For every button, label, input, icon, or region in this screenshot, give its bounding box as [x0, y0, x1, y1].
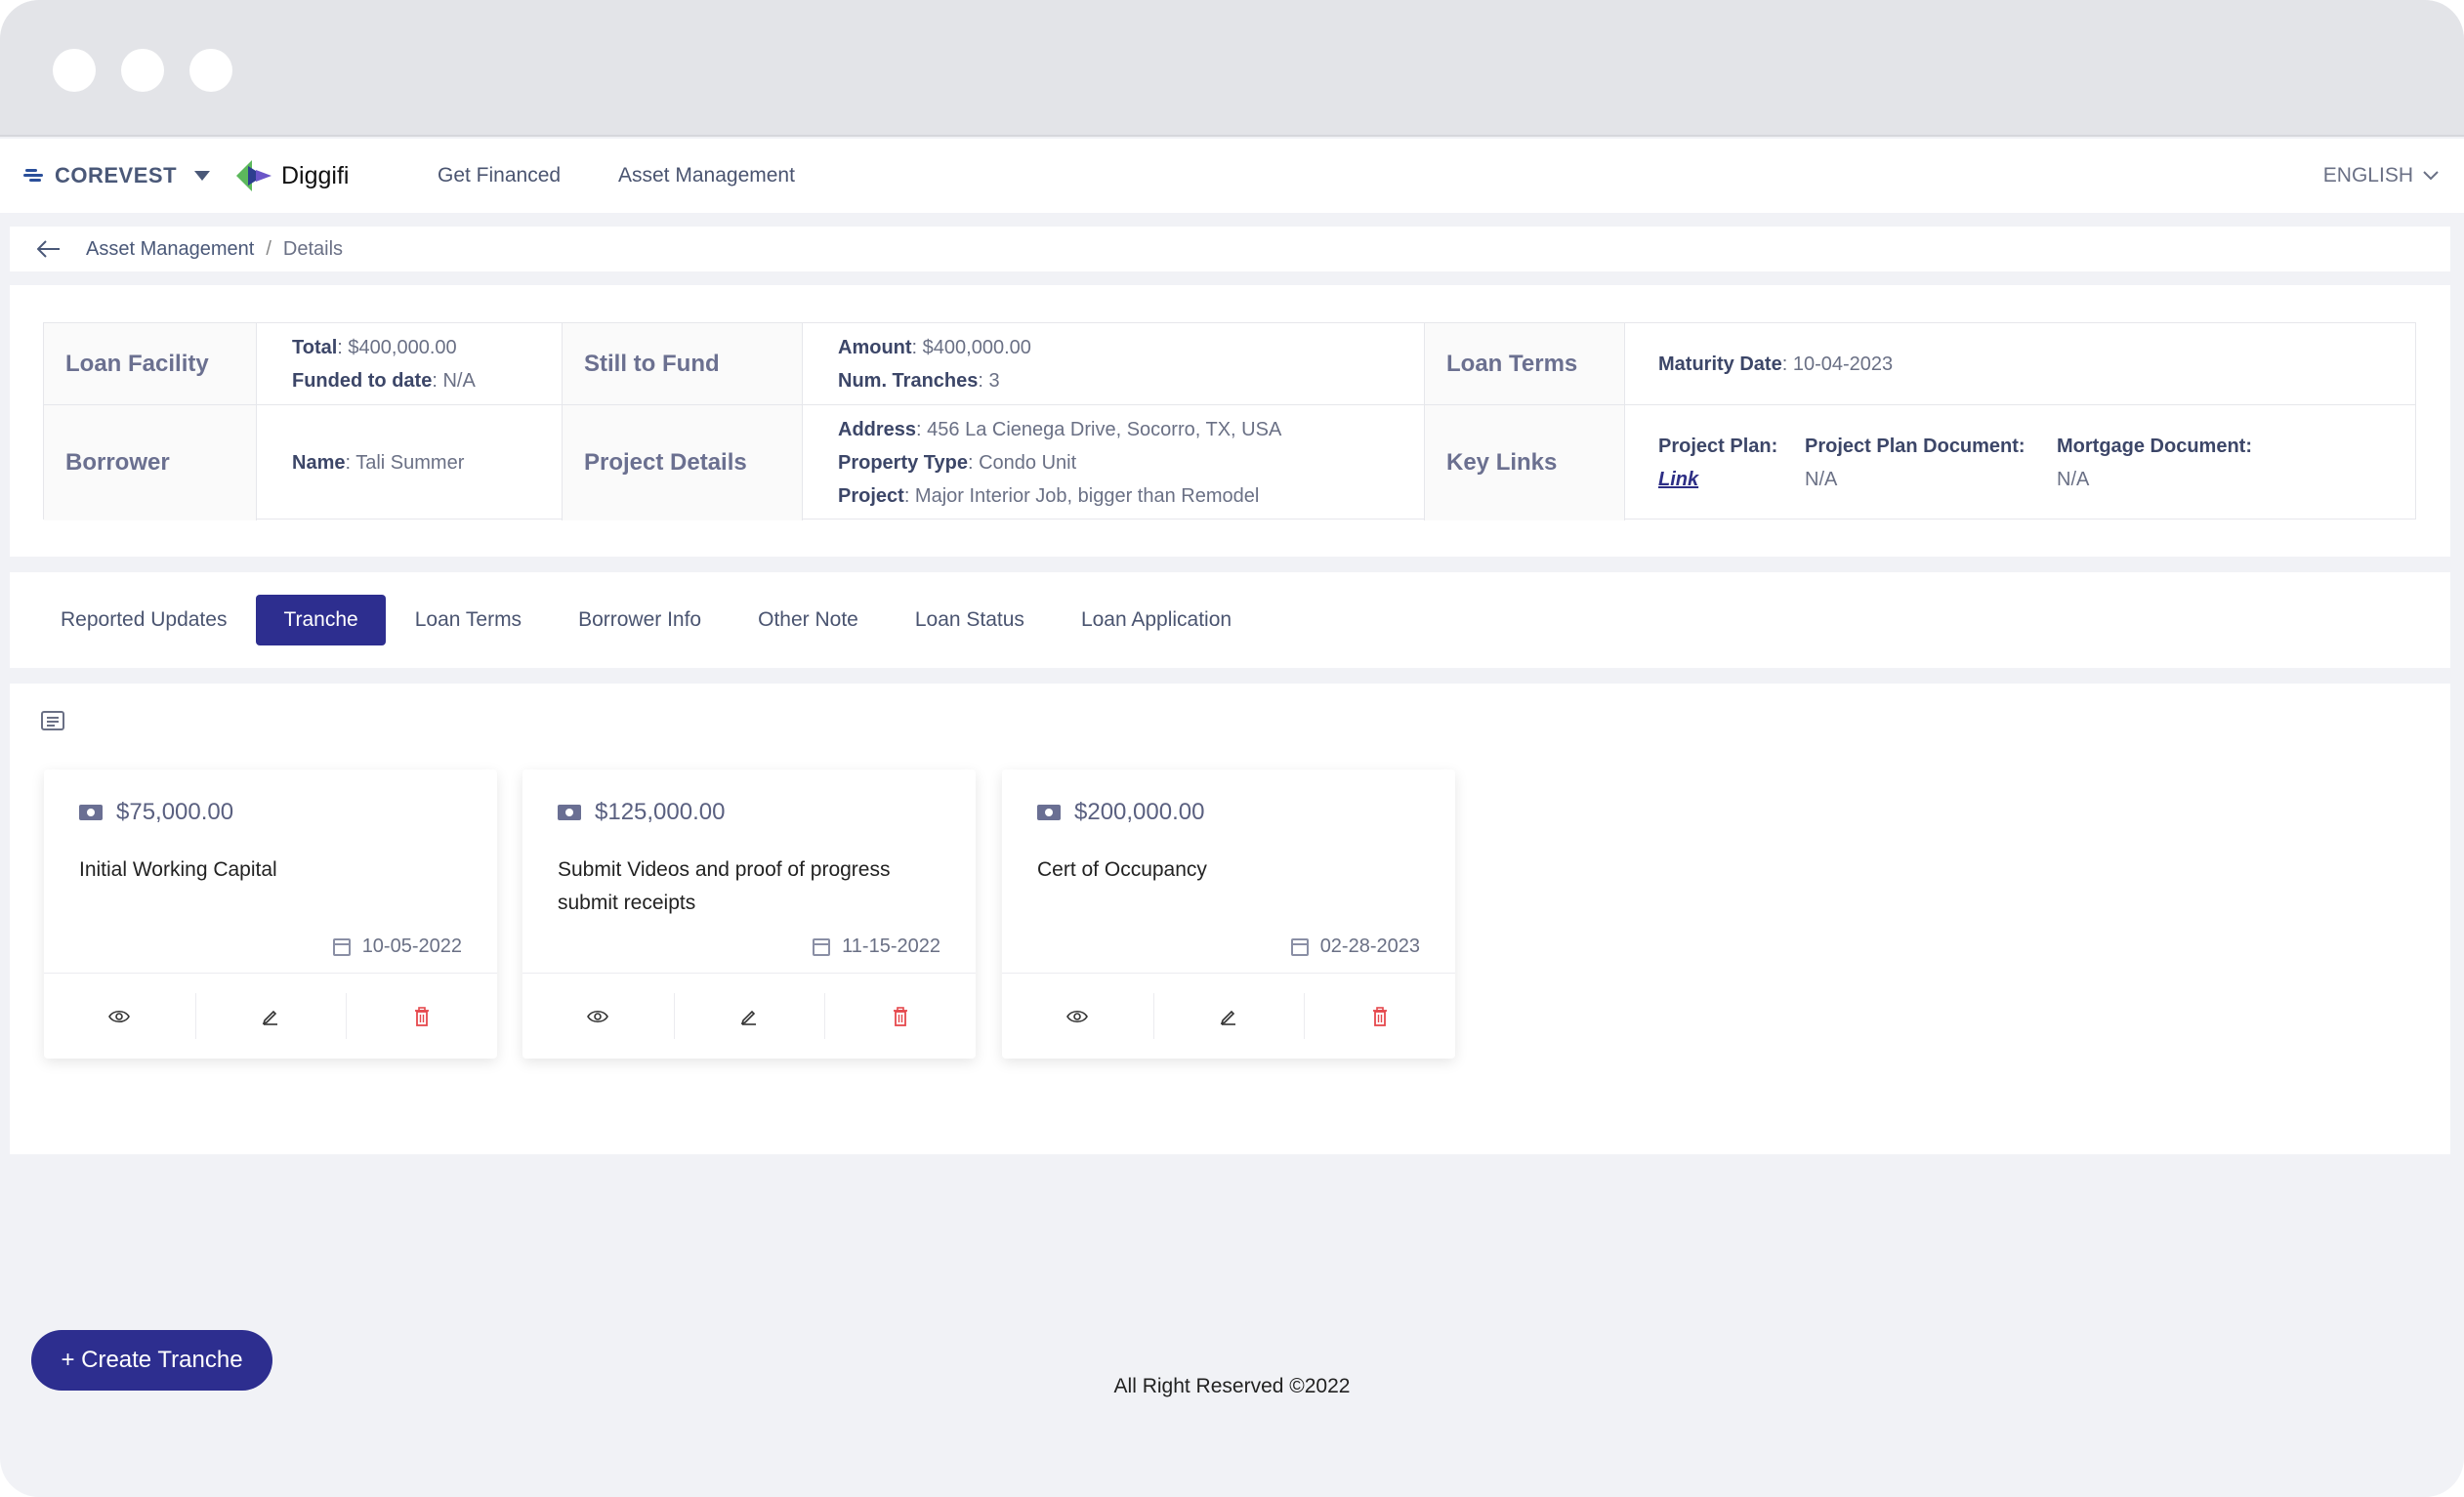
footer-copyright: All Right Reserved ©2022	[1113, 1375, 1351, 1397]
money-icon	[1037, 805, 1061, 820]
pencil-icon	[740, 1010, 756, 1025]
window-close-button[interactable]	[53, 49, 96, 92]
tab-loan-status[interactable]: Loan Status	[914, 608, 1024, 631]
eye-icon	[108, 1010, 131, 1022]
caret-down-icon	[194, 171, 211, 181]
trash-icon	[893, 1006, 907, 1026]
eye-icon	[1066, 1010, 1089, 1022]
loan-facility-values: Total: $400,000.00 Funded to date: N/A	[257, 323, 563, 404]
tranche-amount: $200,000.00	[1074, 799, 1205, 825]
nav-get-financed[interactable]: Get Financed	[438, 164, 562, 187]
project-plan-link[interactable]: Link	[1658, 469, 1699, 490]
top-navbar: COREVEST Diggifi Get Financed Asset Mana…	[0, 139, 2464, 213]
view-tranche-button[interactable]	[1002, 974, 1153, 1059]
summary-row-2: Borrower Name: Tali Summer Project Detai…	[44, 405, 2415, 520]
project-details-values: Address: 456 La Cienega Drive, Socorro, …	[803, 405, 1425, 520]
trash-icon	[414, 1006, 429, 1026]
key-links-values: Project Plan: Link Project Plan Document…	[1625, 405, 2415, 520]
still-to-fund-values: Amount: $400,000.00 Num. Tranches: 3	[803, 323, 1425, 404]
mortgage-document-field: Mortgage Document: N/A	[2057, 436, 2252, 490]
diggifi-logo[interactable]: Diggifi	[234, 139, 349, 213]
window-maximize-button[interactable]	[189, 49, 232, 92]
tranche-card: $125,000.00 Submit Videos and proof of p…	[522, 769, 976, 1059]
trash-icon	[1372, 1006, 1387, 1026]
key-links-label: Key Links	[1425, 405, 1625, 520]
nav-asset-management[interactable]: Asset Management	[618, 164, 795, 187]
tranche-actions	[1002, 973, 1455, 1059]
chevron-down-icon	[2423, 171, 2439, 181]
tranche-card: $75,000.00 Initial Working Capital 10-05…	[44, 769, 497, 1059]
edit-tranche-button[interactable]	[194, 974, 347, 1059]
delete-tranche-button[interactable]	[824, 974, 976, 1059]
tranche-amount: $75,000.00	[116, 799, 234, 825]
tranche-date: 02-28-2023	[1319, 936, 1420, 957]
loan-summary-table: Loan Facility Total: $400,000.00 Funded …	[43, 322, 2416, 520]
list-view-icon[interactable]	[41, 711, 64, 730]
borrower-values: Name: Tali Summer	[257, 405, 563, 520]
borrower-label: Borrower	[44, 405, 257, 520]
eye-icon	[587, 1010, 609, 1022]
delete-tranche-button[interactable]	[1304, 974, 1455, 1059]
loan-terms-label: Loan Terms	[1425, 323, 1625, 404]
loan-terms-values: Maturity Date: 10-04-2023	[1658, 353, 1894, 375]
view-tranche-button[interactable]	[44, 974, 195, 1059]
tranche-date: 11-15-2022	[842, 936, 940, 957]
tab-other-note[interactable]: Other Note	[758, 608, 858, 631]
money-icon	[558, 805, 581, 820]
corevest-logo-icon	[23, 168, 43, 184]
tranche-content: $75,000.00 Initial Working Capital 10-05…	[10, 684, 2450, 1154]
breadcrumb-asset-management[interactable]: Asset Management	[86, 237, 255, 260]
pencil-icon	[262, 1010, 277, 1025]
view-tranche-button[interactable]	[522, 974, 674, 1059]
tranche-card: $200,000.00 Cert of Occupancy 02-28-2023	[1002, 769, 1455, 1059]
breadcrumb: Asset Management / Details	[10, 227, 2450, 271]
breadcrumb-separator: /	[266, 237, 271, 260]
tranche-date: 10-05-2022	[361, 936, 462, 957]
tab-loan-terms[interactable]: Loan Terms	[414, 608, 522, 631]
breadcrumb-current: Details	[282, 237, 344, 260]
language-label: ENGLISH	[2322, 164, 2413, 187]
corevest-brand-name: COREVEST	[55, 163, 178, 187]
still-to-fund-label: Still to Fund	[563, 323, 803, 404]
calendar-icon	[332, 937, 351, 956]
delete-tranche-button[interactable]	[346, 974, 497, 1059]
calendar-icon	[1290, 937, 1309, 956]
diggifi-logo-icon	[236, 160, 271, 191]
edit-tranche-button[interactable]	[1152, 974, 1305, 1059]
tranche-actions	[44, 973, 497, 1059]
diggifi-brand-name: Diggifi	[281, 161, 350, 189]
tranche-description: Submit Videos and proof of progress subm…	[558, 858, 891, 914]
tranche-actions	[522, 973, 976, 1059]
loan-facility-label: Loan Facility	[44, 323, 257, 404]
create-tranche-button[interactable]: + Create Tranche	[31, 1330, 272, 1391]
window-minimize-button[interactable]	[121, 49, 164, 92]
back-arrow-icon[interactable]	[37, 240, 61, 258]
tranche-description: Cert of Occupancy	[1037, 858, 1207, 881]
tranche-description: Initial Working Capital	[79, 858, 277, 881]
calendar-icon	[813, 937, 831, 956]
pencil-icon	[1220, 1010, 1235, 1025]
money-icon	[79, 805, 103, 820]
tab-loan-application[interactable]: Loan Application	[1080, 608, 1232, 631]
window-titlebar	[0, 0, 2464, 137]
loan-summary-panel: Loan Facility Total: $400,000.00 Funded …	[10, 285, 2450, 557]
project-details-label: Project Details	[563, 405, 803, 520]
tab-tranche[interactable]: Tranche	[256, 595, 386, 645]
summary-row-1: Loan Facility Total: $400,000.00 Funded …	[44, 323, 2415, 405]
language-selector[interactable]: ENGLISH	[2323, 139, 2439, 213]
detail-tabs: Reported Updates Tranche Loan Terms Borr…	[10, 572, 2450, 668]
project-plan-field: Project Plan: Link	[1658, 430, 1781, 496]
corevest-brand-switcher[interactable]: COREVEST	[23, 139, 211, 213]
tab-reported-updates[interactable]: Reported Updates	[61, 608, 228, 631]
tab-borrower-info[interactable]: Borrower Info	[578, 608, 702, 631]
tranche-amount: $125,000.00	[595, 799, 726, 825]
edit-tranche-button[interactable]	[673, 974, 825, 1059]
project-plan-document-field: Project Plan Document: N/A	[1805, 436, 2025, 490]
